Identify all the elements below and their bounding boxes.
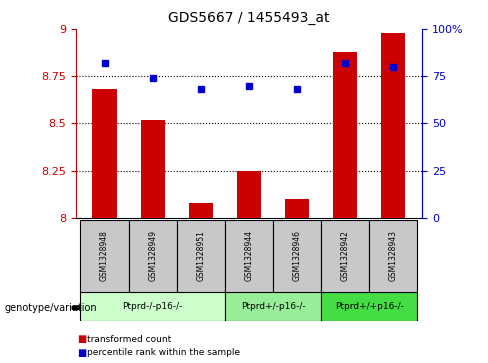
Text: GSM1328948: GSM1328948	[100, 231, 109, 281]
Bar	[141, 120, 164, 218]
Bar	[381, 33, 405, 218]
Bar	[128, 220, 177, 292]
Bar	[321, 292, 417, 321]
Bar	[177, 220, 225, 292]
Bar	[321, 220, 369, 292]
Text: ■: ■	[77, 348, 86, 358]
Text: GSM1328944: GSM1328944	[244, 231, 253, 281]
Bar	[237, 171, 261, 218]
Text: GSM1328949: GSM1328949	[148, 231, 157, 281]
Text: transformed count: transformed count	[87, 335, 171, 344]
Text: Ptprd+/+p16-/-: Ptprd+/+p16-/-	[335, 302, 404, 311]
Bar	[273, 220, 321, 292]
Text: ■: ■	[77, 334, 86, 344]
Text: Ptprd-/-p16-/-: Ptprd-/-p16-/-	[122, 302, 183, 311]
Bar	[333, 52, 357, 218]
Bar	[285, 199, 309, 218]
Text: GSM1328946: GSM1328946	[292, 231, 302, 281]
Bar	[225, 292, 321, 321]
Text: genotype/variation: genotype/variation	[5, 303, 98, 313]
Bar	[369, 220, 417, 292]
Bar	[81, 292, 225, 321]
Text: Ptprd+/-p16-/-: Ptprd+/-p16-/-	[241, 302, 305, 311]
Text: percentile rank within the sample: percentile rank within the sample	[87, 348, 240, 357]
Title: GDS5667 / 1455493_at: GDS5667 / 1455493_at	[168, 11, 329, 25]
Text: GSM1328951: GSM1328951	[196, 231, 205, 281]
Bar	[189, 203, 213, 218]
Bar	[225, 220, 273, 292]
Text: GSM1328943: GSM1328943	[389, 231, 398, 281]
Bar	[81, 220, 128, 292]
Bar	[93, 89, 117, 218]
Text: GSM1328942: GSM1328942	[341, 231, 349, 281]
